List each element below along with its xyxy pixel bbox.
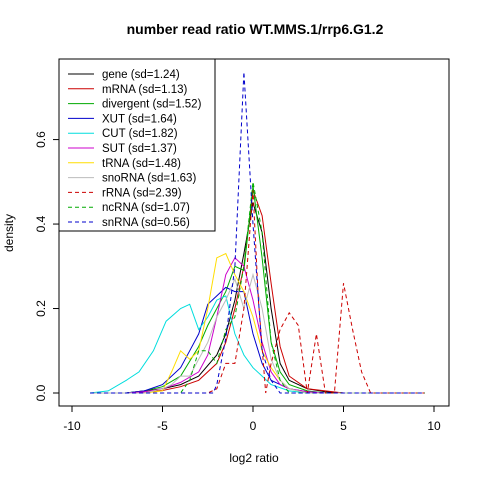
legend-entry: gene (sd=1.24) — [102, 69, 180, 81]
x-tick-label: -10 — [63, 419, 81, 433]
series-layer — [90, 71, 425, 394]
legend-entry: SUT (sd=1.37) — [102, 143, 177, 155]
legend-box — [58, 58, 216, 232]
chart-title: number read ratio WT.MMS.1/rrp6.G1.2 — [127, 21, 384, 37]
series-line — [90, 286, 425, 394]
legend-entry: snRNA (sd=0.56) — [102, 217, 190, 229]
x-tick-label: -5 — [157, 419, 168, 433]
x-tick-label: 10 — [427, 419, 441, 433]
legend-entry: ncRNA (sd=1.07) — [102, 202, 190, 214]
series-line — [90, 181, 425, 394]
series-line — [90, 256, 425, 394]
y-axis-label: density — [2, 214, 16, 252]
y-tick-label: 0.0 — [34, 384, 48, 401]
y-tick-label: 0.6 — [34, 131, 48, 148]
y-tick-label: 0.4 — [34, 215, 48, 232]
series-line — [90, 185, 425, 394]
legend-entry: divergent (sd=1.52) — [102, 99, 202, 111]
legend-entry: mRNA (sd=1.13) — [102, 84, 187, 96]
legend-entry: tRNA (sd=1.48) — [102, 158, 181, 170]
y-tick-label: 0.2 — [34, 300, 48, 317]
plot-area — [58, 58, 450, 407]
legend-entry: XUT (sd=1.64) — [102, 113, 177, 125]
legend-entry: rRNA (sd=2.39) — [102, 187, 182, 199]
x-tick-label: 5 — [340, 419, 347, 433]
series-line — [90, 295, 425, 394]
series-line — [90, 71, 425, 394]
legend-entry: CUT (sd=1.82) — [102, 128, 178, 140]
x-axis-label: log2 ratio — [229, 451, 279, 465]
legend-entry: snoRNA (sd=1.63) — [102, 173, 196, 185]
axes: -10 -5 0 5 10 0.0 0.2 0.4 0.6 — [34, 131, 441, 433]
x-tick-label: 0 — [250, 419, 257, 433]
legend: gene (sd=1.24) mRNA (sd=1.13) divergent (s… — [58, 58, 216, 232]
